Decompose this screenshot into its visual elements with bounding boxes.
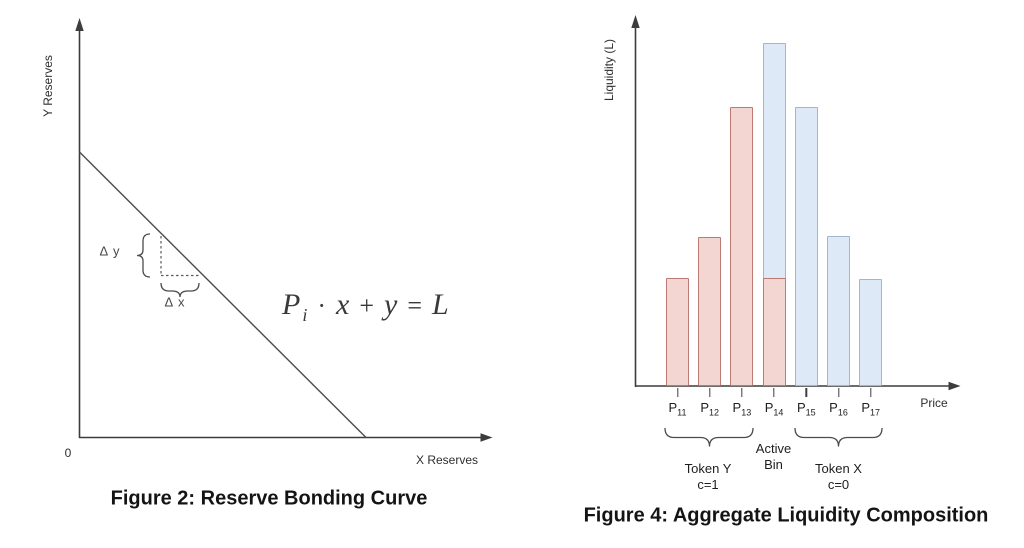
fig2-delta-x-brace — [160, 282, 200, 298]
fig4-x-axis-label: Price — [920, 396, 948, 410]
fig2-origin-label: 0 — [64, 446, 72, 460]
equation-term-x: x — [336, 288, 350, 321]
x-category-label-P11: P11 — [668, 400, 687, 418]
fig2-bonding-curve-line — [79, 151, 367, 438]
fig2-delta-x-label: Δ x — [164, 294, 186, 310]
bar-P11-token-y — [666, 278, 689, 386]
bar-P15-token-x — [794, 107, 818, 386]
x-tick-P17 — [869, 388, 872, 397]
bar-P13-token-y — [730, 107, 754, 386]
x-tick-P11 — [676, 388, 679, 397]
x-tick-P14 — [773, 388, 775, 397]
equation-subscript-i: i — [302, 305, 308, 325]
fig4-token-x-label: Token X c=0 — [815, 461, 862, 492]
x-category-label-P13: P13 — [732, 400, 752, 418]
bar-P16-token-x — [827, 236, 850, 386]
bar-P12-token-y — [698, 237, 722, 386]
equation-equals: = — [407, 291, 423, 320]
x-tick-P16 — [837, 388, 840, 397]
fig2-delta-y-brace — [136, 233, 151, 278]
x-tick-P12 — [708, 388, 711, 397]
fig2-x-axis-label: X Reserves — [415, 453, 479, 467]
equation-plus: + — [359, 291, 375, 320]
equation-term-l: L — [432, 288, 449, 321]
figure-4-caption: Figure 4: Aggregate Liquidity Compositio… — [583, 504, 989, 527]
x-category-label-P17: P17 — [861, 400, 881, 418]
x-category-label-P12: P12 — [700, 400, 720, 418]
fig4-y-axis-arrow-icon — [631, 15, 640, 28]
fig4-token-x-brace — [794, 427, 883, 447]
bar-P14-token-y — [762, 278, 786, 386]
equation-term-y: y — [384, 288, 398, 321]
x-category-label-P14: P14 — [764, 400, 784, 418]
fig4-active-bin-label: Active Bin — [755, 441, 792, 472]
fig4-token-y-brace — [664, 427, 754, 447]
figure-2-caption: Figure 2: Reserve Bonding Curve — [110, 487, 428, 510]
fig2-y-axis-arrow-icon — [75, 18, 84, 31]
x-tick-P13 — [741, 388, 743, 397]
equation-dot: · — [317, 291, 327, 320]
fig4-x-axis-arrow-icon — [948, 381, 961, 391]
x-category-label-P15: P15 — [796, 400, 816, 418]
x-tick-P15 — [805, 388, 807, 397]
x-category-label-P16: P16 — [829, 400, 848, 418]
fig2-delta-y-label: Δ y — [99, 243, 121, 259]
fig2-x-axis-arrow-icon — [480, 433, 493, 442]
fig4-y-axis-label: Liquidity (L) — [602, 38, 616, 102]
bar-P17-token-x — [859, 279, 883, 386]
fig4-token-y-label: Token Y c=1 — [684, 461, 732, 492]
